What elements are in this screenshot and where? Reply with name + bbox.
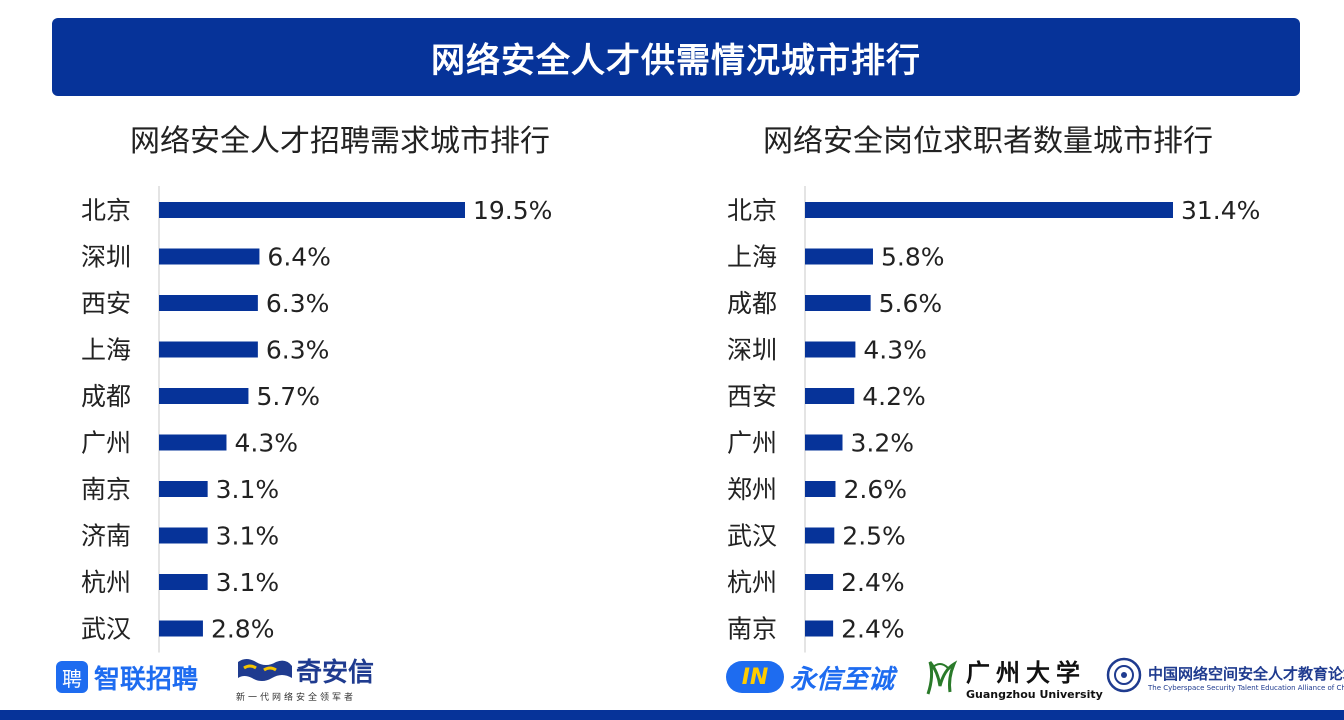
- page-title: 网络安全人才供需情况城市排行: [431, 40, 921, 81]
- alliance-logo: 中国网络空间安全人才教育论坛 The Cyberspace Security T…: [1104, 652, 1344, 702]
- job-seeker-chart: 北京 31.4% 上海 5.8% 成都 5.6% 深圳 4.3% 西安 4.2% 广州 3.2% 郑州 2…: [727, 186, 1260, 653]
- seeker-value-label: 2.4%: [841, 568, 905, 597]
- demand-bar: [159, 295, 258, 311]
- seeker-bar: [805, 481, 836, 497]
- demand-bar: [159, 248, 260, 265]
- demand-category-label: 北京: [81, 196, 131, 225]
- demand-category-label: 济南: [81, 522, 131, 551]
- demand-value-label: 6.4%: [267, 243, 331, 272]
- seeker-category-label: 郑州: [727, 475, 777, 504]
- demand-value-label: 5.7%: [256, 382, 320, 411]
- yongxin-logo-icon: IN: [726, 661, 784, 693]
- zhilian-logo: 聘 智联招聘: [56, 652, 198, 702]
- seeker-value-label: 5.6%: [879, 289, 943, 318]
- gzhu-logo: 广州大学 Guangzhou University: [920, 652, 1103, 702]
- left-chart-title: 网络安全人才招聘需求城市排行: [130, 124, 550, 159]
- demand-value-label: 6.3%: [266, 289, 330, 318]
- right-chart-title: 网络安全岗位求职者数量城市排行: [763, 124, 1213, 159]
- seeker-category-label: 北京: [727, 196, 777, 225]
- demand-value-label: 3.1%: [216, 568, 280, 597]
- seeker-bar: [805, 527, 835, 544]
- zhilian-logo-icon: 聘: [56, 661, 88, 693]
- demand-category-label: 成都: [81, 382, 131, 411]
- seeker-category-label: 武汉: [727, 522, 777, 551]
- seeker-category-label: 西安: [727, 382, 777, 411]
- demand-bar: [159, 202, 465, 218]
- zhilian-logo-text: 智联招聘: [94, 664, 199, 695]
- demand-bar: [159, 434, 227, 451]
- seeker-category-label: 成都: [727, 289, 777, 318]
- qianxin-logo-icon: [238, 659, 292, 681]
- qianxin-slogan: 新一代网络安全领军者: [236, 692, 357, 703]
- seeker-value-label: 2.4%: [841, 615, 905, 644]
- seeker-category-label: 杭州: [727, 568, 777, 597]
- yongxin-logo: IN 永信至诚: [726, 652, 894, 702]
- demand-category-label: 深圳: [81, 243, 131, 272]
- demand-value-label: 19.5%: [473, 196, 552, 225]
- seeker-bar: [805, 434, 843, 451]
- gzhu-logo-english: Guangzhou University: [966, 688, 1103, 701]
- demand-value-label: 3.1%: [216, 475, 280, 504]
- qianxin-logo: 奇安信 新一代网络安全领军者: [236, 652, 375, 703]
- seeker-bar: [805, 341, 856, 358]
- demand-category-label: 杭州: [81, 568, 131, 597]
- seeker-category-label: 广州: [727, 429, 777, 458]
- seeker-category-label: 南京: [727, 615, 777, 644]
- demand-value-label: 6.3%: [266, 336, 330, 365]
- seeker-bar: [805, 295, 871, 311]
- demand-bar: [159, 388, 249, 404]
- demand-value-label: 3.1%: [216, 522, 280, 551]
- seeker-value-label: 3.2%: [851, 429, 915, 458]
- footer-strip: [0, 710, 1344, 720]
- seeker-value-label: 4.3%: [863, 336, 927, 365]
- recruitment-demand-chart: 北京 19.5% 深圳 6.4% 西安 6.3% 上海 6.3% 成都 5.7% 广州 4.3% 南京 3…: [81, 186, 552, 653]
- demand-category-label: 西安: [81, 289, 131, 318]
- demand-value-label: 2.8%: [211, 615, 275, 644]
- header-banner: 网络安全人才供需情况城市排行: [52, 18, 1300, 96]
- demand-category-label: 广州: [81, 429, 131, 458]
- seeker-category-label: 上海: [727, 243, 777, 272]
- seeker-value-label: 31.4%: [1181, 196, 1260, 225]
- seeker-bar: [805, 574, 834, 590]
- yongxin-logo-text: 永信至诚: [790, 664, 895, 695]
- seeker-bar: [805, 620, 834, 637]
- demand-bar: [159, 620, 203, 637]
- seeker-bar: [805, 388, 855, 404]
- alliance-logo-text: 中国网络空间安全人才教育论坛: [1148, 664, 1344, 683]
- qianxin-logo-text: 奇安信: [296, 657, 375, 688]
- alliance-logo-english: The Cyberspace Security Talent Education…: [1148, 683, 1344, 692]
- seeker-bar: [805, 202, 1173, 218]
- alliance-seal-icon: [1106, 657, 1142, 693]
- demand-value-label: 4.3%: [234, 429, 298, 458]
- demand-bar: [159, 527, 208, 544]
- seeker-bar: [805, 248, 873, 265]
- gzhu-logo-icon: [926, 660, 958, 695]
- seeker-value-label: 5.8%: [881, 243, 945, 272]
- gzhu-logo-text: 广州大学: [966, 659, 1086, 687]
- demand-category-label: 武汉: [81, 615, 131, 644]
- seeker-value-label: 4.2%: [862, 382, 926, 411]
- seeker-value-label: 2.6%: [843, 475, 907, 504]
- seeker-category-label: 深圳: [727, 336, 777, 365]
- demand-category-label: 上海: [81, 336, 131, 365]
- demand-bar: [159, 574, 208, 590]
- demand-bar: [159, 481, 208, 497]
- demand-category-label: 南京: [81, 475, 131, 504]
- demand-bar: [159, 341, 258, 358]
- seeker-value-label: 2.5%: [842, 522, 906, 551]
